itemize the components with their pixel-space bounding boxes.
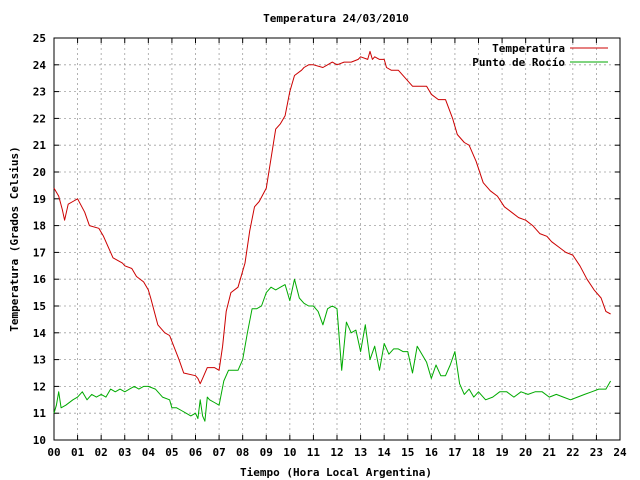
x-tick-label: 01 — [71, 446, 85, 459]
axis-ticks: 10 11 12 13 14 15 16 17 18 19 20 21 22 23 24 25 00 01 02 03… — [33, 32, 627, 459]
chart-title: Temperatura 24/03/2010 — [263, 12, 409, 25]
x-tick-label: 05 — [165, 446, 178, 459]
x-tick-label: 17 — [448, 446, 461, 459]
x-tick-label: 08 — [236, 446, 249, 459]
x-tick-label: 13 — [354, 446, 367, 459]
x-tick-label: 16 — [425, 446, 439, 459]
y-tick-label: 13 — [33, 354, 46, 367]
grid — [54, 38, 620, 440]
y-tick-label: 15 — [33, 300, 46, 313]
y-tick-label: 18 — [33, 220, 46, 233]
y-tick-label: 24 — [33, 59, 47, 72]
series-line-temperatura — [53, 50, 611, 385]
y-tick-label: 19 — [33, 193, 46, 206]
x-tick-label: 00 — [47, 446, 60, 459]
y-tick-label: 23 — [33, 86, 46, 99]
x-tick-label: 19 — [495, 446, 508, 459]
x-tick-label: 07 — [212, 446, 225, 459]
x-tick-label: 06 — [189, 446, 203, 459]
y-tick-label: 25 — [33, 32, 46, 45]
x-tick-label: 12 — [330, 446, 343, 459]
legend: Temperatura Punto de Rocío — [472, 42, 608, 69]
y-tick-label: 10 — [33, 434, 46, 447]
x-tick-label: 24 — [613, 446, 627, 459]
legend-label-temperatura: Temperatura — [492, 42, 565, 55]
y-tick-label: 14 — [33, 327, 47, 340]
y-tick-label: 17 — [33, 246, 46, 259]
y-tick-label: 12 — [33, 380, 46, 393]
y-tick-label: 21 — [33, 139, 47, 152]
y-tick-label: 20 — [33, 166, 46, 179]
x-tick-label: 04 — [142, 446, 156, 459]
x-tick-label: 11 — [307, 446, 321, 459]
x-tick-label: 22 — [566, 446, 579, 459]
x-tick-label: 09 — [260, 446, 273, 459]
x-tick-label: 10 — [283, 446, 296, 459]
x-tick-label: 02 — [95, 446, 108, 459]
y-tick-label: 22 — [33, 112, 46, 125]
series-group — [53, 50, 612, 422]
x-tick-label: 14 — [378, 446, 392, 459]
x-tick-label: 20 — [519, 446, 532, 459]
y-tick-label: 11 — [33, 407, 47, 420]
series-line-punto-de-rocio — [53, 278, 612, 422]
x-tick-label: 15 — [401, 446, 414, 459]
y-axis-label: Temperatura (Grados Celsius) — [8, 146, 21, 331]
x-tick-label: 21 — [543, 446, 557, 459]
x-tick-label: 18 — [472, 446, 485, 459]
legend-label-punto-de-rocio: Punto de Rocío — [472, 56, 565, 69]
x-tick-label: 03 — [118, 446, 131, 459]
x-axis-label: Tiempo (Hora Local Argentina) — [240, 466, 432, 479]
x-tick-label: 23 — [590, 446, 603, 459]
y-tick-label: 16 — [33, 273, 47, 286]
